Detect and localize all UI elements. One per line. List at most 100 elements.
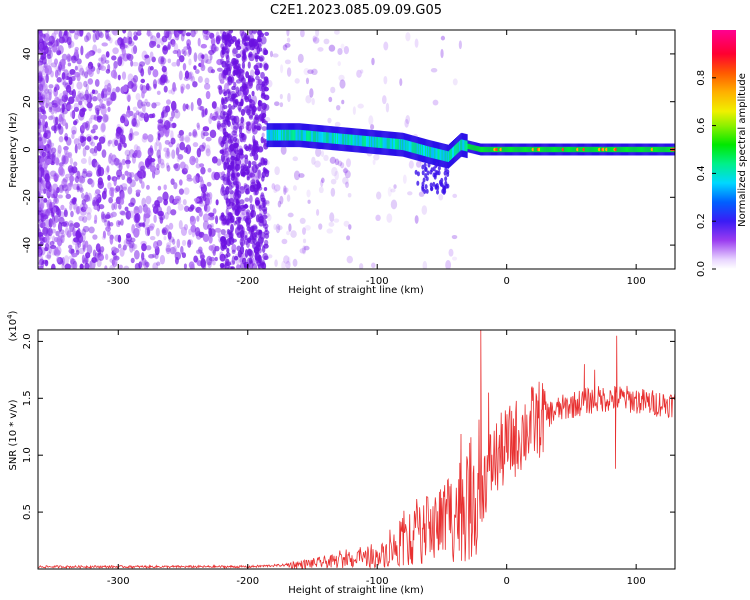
noise-speckle [38,31,43,37]
noise-speckle [73,222,80,229]
noise-speckle [155,227,160,237]
noise-speckle [88,117,93,124]
y-tick-label-1: -20 [22,189,33,205]
noise-speckle [109,187,115,192]
noise-speckle [84,145,90,151]
noise-speckle [122,244,127,251]
noise-speckle [246,80,254,89]
noise-speckle [261,206,268,212]
noise-speckle [151,56,156,63]
noise-speckle [70,264,77,269]
noise-speckle [179,161,186,169]
noise-speckle [245,221,251,228]
noise-speckle [260,36,267,45]
noise-speckle [233,196,238,204]
noise-speckle [251,160,257,166]
noise-speckle [176,152,181,163]
noise-speckle [38,112,43,120]
noise-speckle [38,201,44,211]
noise-speckle [61,260,65,269]
noise-speckle [147,147,154,157]
noise-speckle [231,172,236,179]
noise-speckle [181,167,188,175]
noise-speckle [232,93,238,98]
noise-speckle [46,30,50,39]
noise-speckle [113,247,120,254]
noise-speckle [440,35,446,41]
noise-speckle [76,170,81,180]
noise-speckle [284,59,291,65]
noise-speckle [228,30,234,34]
noise-speckle [211,101,217,109]
noise-speckle [124,170,129,176]
noise-speckle [48,91,52,101]
noise-speckle [261,171,266,179]
noise-speckle [81,170,88,179]
noise-speckle [195,157,199,164]
noise-speckle [53,123,57,134]
noise-speckle [275,223,281,234]
noise-speckle [229,215,235,223]
noise-speckle [89,259,96,269]
noise-speckle [240,108,246,116]
noise-speckle [91,89,96,95]
noise-speckle [245,36,251,42]
noise-speckle [43,188,47,194]
noise-speckle [49,170,57,177]
noise-speckle [130,132,135,140]
noise-speckle [188,261,195,269]
noise-speckle [63,209,68,218]
noise-speckle [219,78,225,84]
noise-speckle [104,265,108,269]
noise-speckle [85,32,92,41]
noise-speckle [221,183,225,193]
noise-speckle [172,245,178,255]
noise-speckle [109,37,113,44]
noise-speckle [40,94,46,104]
noise-speckle [167,41,171,50]
noise-speckle [225,186,230,195]
noise-speckle [163,184,167,191]
noise-speckle [157,119,163,124]
noise-speckle [107,106,111,113]
noise-speckle [346,255,353,264]
noise-speckle [320,150,325,158]
noise-speckle [92,32,97,43]
noise-speckle [163,85,168,93]
noise-speckle [96,67,101,75]
noise-speckle [48,183,53,193]
ridge-tail [429,182,433,188]
noise-speckle [73,138,80,146]
noise-speckle [86,136,92,142]
noise-speckle [82,168,87,174]
noise-speckle [215,114,222,120]
noise-speckle [200,130,205,140]
noise-speckle [219,262,225,269]
noise-speckle [174,198,178,204]
noise-speckle [112,253,118,260]
noise-speckle [53,156,60,164]
noise-speckle [176,58,181,67]
noise-speckle [348,224,352,230]
ridge-tail [425,188,429,194]
noise-speckle [235,153,241,162]
noise-speckle [243,263,248,269]
noise-speckle [210,43,217,54]
noise-speckle [140,181,145,189]
noise-speckle [243,184,250,191]
noise-speckle [144,55,151,66]
noise-speckle [234,209,240,217]
noise-speckle [188,228,193,236]
noise-speckle [323,154,329,162]
noise-speckle [200,166,206,175]
noise-speckle [123,142,127,148]
noise-speckle [219,235,226,243]
noise-speckle [209,129,217,139]
noise-speckle [202,192,207,202]
noise-speckle [263,86,269,92]
noise-speckle [251,90,255,97]
noise-speckle [142,221,146,228]
noise-speckle [96,258,102,268]
noise-speckle [132,45,138,54]
noise-speckle [38,71,43,82]
